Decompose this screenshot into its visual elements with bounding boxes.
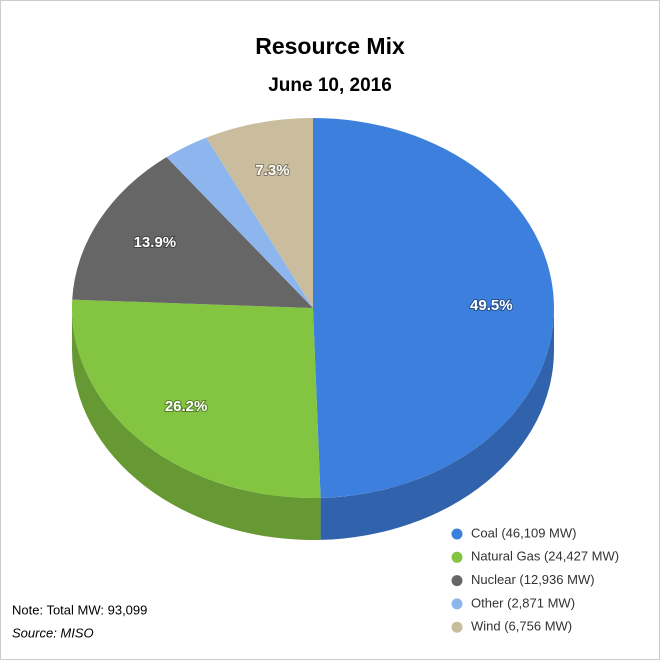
legend-label: Nuclear (12,936 MW) xyxy=(471,572,595,587)
slice-label: 49.5% xyxy=(470,297,513,314)
legend-marker xyxy=(451,621,463,633)
legend-marker xyxy=(451,528,463,540)
legend-label: Other (2,871 MW) xyxy=(471,595,575,610)
slice-label: 26.2% xyxy=(165,398,208,415)
slice xyxy=(206,118,313,308)
slice-side xyxy=(320,308,554,540)
slice-label: 7.3% xyxy=(255,162,289,179)
chart-title: Resource Mix xyxy=(255,33,405,59)
slice-label: 13.9% xyxy=(134,234,177,251)
slice xyxy=(313,118,554,498)
legend-label: Coal (46,109 MW) xyxy=(471,525,576,540)
chart-subtitle: June 10, 2016 xyxy=(268,75,392,96)
legend-marker xyxy=(451,575,463,587)
source: Source: MISO xyxy=(12,625,94,640)
legend-marker xyxy=(451,598,463,610)
legend-label: Wind (6,756 MW) xyxy=(471,619,572,634)
legend-marker xyxy=(451,551,463,563)
slice xyxy=(72,157,313,308)
legend-label: Natural Gas (24,427 MW) xyxy=(471,549,619,564)
slice-side xyxy=(72,308,321,540)
note: Note: Total MW: 93,099 xyxy=(12,602,147,617)
slice xyxy=(166,137,313,308)
slice xyxy=(71,299,321,499)
